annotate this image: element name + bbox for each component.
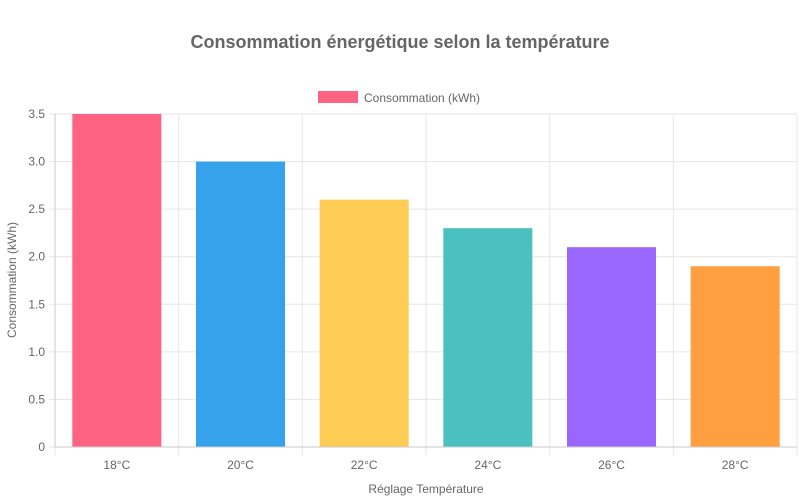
x-tick-label: 18°C	[103, 458, 130, 472]
bar-20C[interactable]	[195, 161, 286, 448]
bar-22C[interactable]	[319, 199, 409, 447]
y-tick-label: 0	[38, 440, 45, 454]
y-axis-title: Consommation (kWh)	[5, 222, 19, 338]
x-tick-label: 28°C	[722, 458, 749, 472]
bars	[72, 114, 780, 448]
y-tick-label: 1.5	[28, 297, 45, 311]
axes	[54, 114, 797, 448]
legend-label: Consommation (kWh)	[364, 91, 480, 105]
grid	[49, 113, 798, 455]
x-tick-label: 24°C	[474, 458, 501, 472]
y-tick-label: 2.0	[28, 250, 45, 264]
y-tick-label: 2.5	[28, 202, 45, 216]
tick-labels: 0 0.5 1.0 1.5 2.0 2.5 3.0 3.5 18°C 20°C 22°C 24°C 26…	[28, 107, 749, 472]
y-tick-label: 3.0	[28, 155, 45, 169]
y-tick-label: 0.5	[28, 392, 45, 406]
x-tick-label: 26°C	[598, 458, 625, 472]
legend-swatch	[318, 91, 358, 103]
bar-28C[interactable]	[690, 266, 780, 447]
chart-title: Consommation énergétique selon la tempér…	[190, 32, 609, 52]
y-tick-label: 1.0	[28, 345, 45, 359]
x-axis-title: Réglage Température	[368, 482, 484, 496]
x-tick-label: 20°C	[227, 458, 254, 472]
bar-24C[interactable]	[443, 228, 533, 447]
x-tick-label: 22°C	[351, 458, 378, 472]
bar-26C[interactable]	[566, 247, 657, 447]
legend[interactable]: Consommation (kWh)	[318, 91, 480, 105]
y-tick-label: 3.5	[28, 107, 45, 121]
bar-18C[interactable]	[72, 114, 162, 447]
